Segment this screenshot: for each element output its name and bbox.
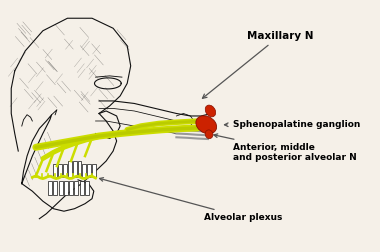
Bar <box>80 181 84 195</box>
Text: Alveolar plexus: Alveolar plexus <box>100 178 283 222</box>
Text: Anterior, middle
and posterior alveolar N: Anterior, middle and posterior alveolar … <box>214 134 356 162</box>
Bar <box>64 181 68 195</box>
Ellipse shape <box>196 116 217 134</box>
Bar <box>92 164 96 177</box>
Bar <box>54 164 57 177</box>
Ellipse shape <box>205 130 213 139</box>
Bar <box>58 164 62 177</box>
Ellipse shape <box>205 105 216 117</box>
Bar <box>73 161 77 177</box>
Bar <box>82 164 86 177</box>
Bar <box>68 161 72 177</box>
Bar <box>54 181 57 195</box>
Bar <box>59 181 63 195</box>
Text: Sphenopalatine ganglion: Sphenopalatine ganglion <box>225 120 360 129</box>
Bar <box>74 181 78 195</box>
Bar <box>48 181 52 195</box>
Text: Maxillary N: Maxillary N <box>203 31 313 98</box>
Bar <box>85 181 89 195</box>
Bar <box>78 161 81 177</box>
Bar <box>87 164 91 177</box>
Bar <box>69 181 73 195</box>
Bar <box>63 164 67 177</box>
